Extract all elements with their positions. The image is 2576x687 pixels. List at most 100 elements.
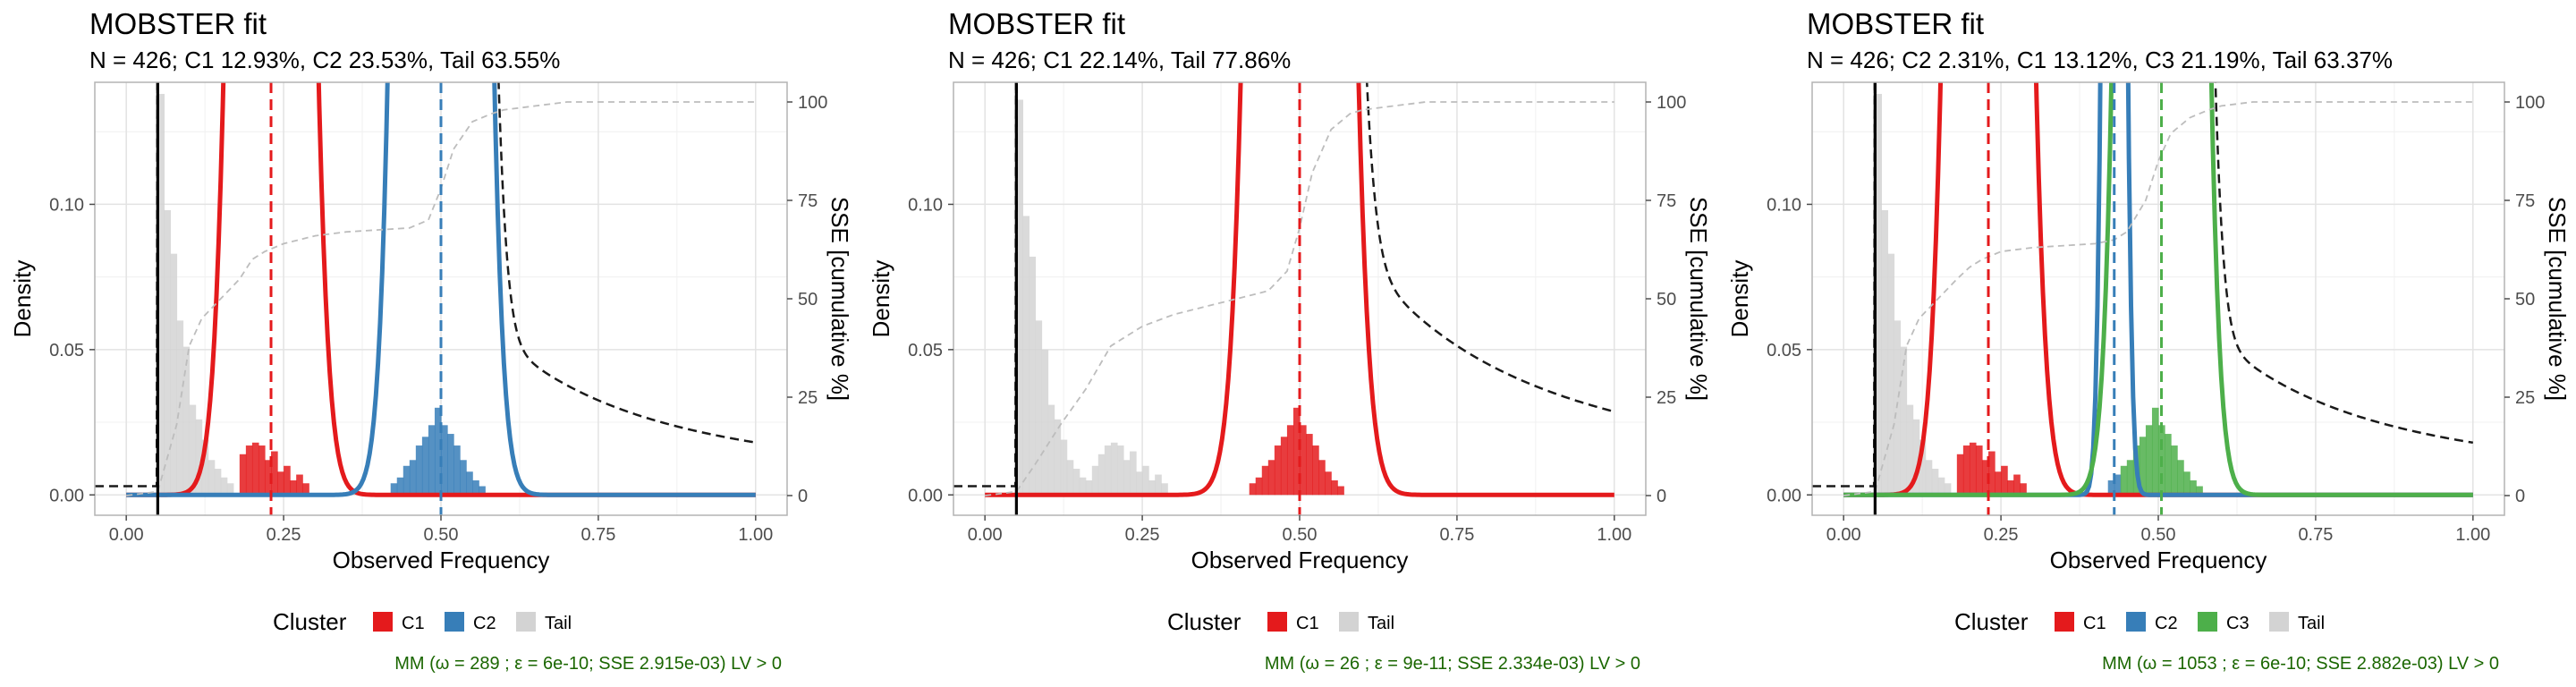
chart-svg-3: MOBSTER fit N = 426; C2 2.31%, C1 13.12%,… [1726,7,2571,674]
y2-tick-label: 25 [798,388,818,408]
y2-tick-label: 100 [798,93,827,113]
histogram-bar-c3 [2145,425,2153,496]
histogram-bar-tail [189,404,197,496]
x-tick-label: 0.75 [580,525,615,545]
histogram-bar-tail [220,477,228,496]
sse-cumulative-curve [126,101,756,496]
legend-label-c1: C1 [2083,614,2106,633]
y-axis-title: Density [9,260,36,338]
x-tick-label: 0.75 [1439,525,1474,545]
histogram-bar-c1 [1312,445,1319,496]
histogram-bar-tail [1104,445,1112,496]
histogram-bar-tail [1130,451,1137,496]
histogram-bar-c1 [239,454,247,496]
chart-subtitle: N = 426; C1 12.93%, C2 23.53%, Tail 63.5… [89,47,560,73]
histogram-bar-tail [208,460,216,496]
histogram-bar-tail [214,469,222,496]
sse-cumulative-curve [1843,101,2473,496]
x-tick-label: 1.00 [1597,525,1631,545]
histogram-bar-tail [1919,439,1927,496]
chart-panel-2: MOBSTER fit N = 426; C1 22.14%, Tail 77.8… [859,0,1717,687]
x-tick-label: 0.00 [1826,525,1861,545]
histogram-bar-c1 [277,471,284,496]
histogram-bar-c1 [245,445,253,496]
histogram-bar-tail [1035,320,1043,496]
histogram-bar-c1 [1274,445,1282,496]
histogram-bar-tail [1142,465,1149,496]
y2-tick-label: 75 [2515,191,2535,211]
histogram-bar-tail [195,419,203,496]
histogram-bar-tail [201,439,209,496]
histogram-bar-c1 [2007,480,2014,496]
x-axis-title: Observed Frequency [333,547,550,573]
chart-svg-1: MOBSTER fit N = 426; C1 12.93%, C2 23.53%… [9,7,853,674]
y2-tick-label: 50 [2515,290,2535,310]
histogram-bar-c1 [1286,425,1294,496]
histogram-bar-c1 [2020,483,2027,496]
histogram-bar-tail [1925,460,1933,496]
histogram-bar-c2 [447,434,454,496]
y2-axis-title: SSE [cumulative %] [2544,197,2571,401]
plot-area [95,82,787,515]
histogram-bar-c1 [1956,454,1964,496]
y-axis-title: Density [868,260,894,338]
legend-swatch-tail [2269,612,2289,632]
legend-label-tail: Tail [545,614,572,633]
y-tick-label: 0.05 [1767,341,1801,360]
histogram-bar-c2 [396,477,404,496]
histogram-bar-c1 [290,480,297,496]
histogram-bar-c3 [2120,465,2128,496]
fit-caption: MM (ω = 1053 ; ε = 6e-10; SSE 2.882e-03)… [2102,654,2499,674]
chart-svg-2: MOBSTER fit N = 426; C1 22.14%, Tail 77.8… [868,7,1712,674]
histogram-bar-c1 [1249,483,1257,496]
histogram-bar-c2 [453,445,461,496]
legend-swatch-c2 [2126,612,2146,632]
y-tick-label: 0.05 [908,341,943,360]
y-tick-label: 0.10 [1767,195,1801,215]
chart-subtitle: N = 426; C1 22.14%, Tail 77.86% [948,47,1291,73]
histogram-bar-c1 [1300,425,1307,496]
y2-tick-label: 0 [2515,487,2525,506]
histogram-bar-c2 [390,483,398,496]
histogram-bar-c1 [1292,407,1301,496]
legend-label-c2: C2 [2155,614,2178,633]
mixture-density-curve [95,82,757,488]
histogram-bar-c2 [466,471,473,496]
y2-tick-label: 100 [1657,93,1686,113]
y-axis-title: Density [1726,260,1753,338]
histogram-bar-c2 [421,437,429,496]
histogram-bar-tail [1887,253,1895,496]
histogram-bar-c2 [434,407,442,496]
y-tick-label: 0.10 [908,195,943,215]
legend-swatch-c3 [2198,612,2217,632]
fit-caption: MM (ω = 26 ; ε = 9e-11; SSE 2.334e-03) L… [1265,654,1640,674]
histogram-bar-tail [1900,346,1908,496]
legend-label-tail: Tail [1368,614,1394,633]
plot-area [1812,82,2504,515]
y2-tick-label: 50 [798,290,818,310]
histogram-bar-tail [1079,477,1087,496]
histogram-bar-c2 [472,480,479,496]
histogram-bar-c1 [1981,460,1989,496]
y2-tick-label: 0 [1657,487,1666,506]
legend-swatch-c2 [445,612,464,632]
x-tick-label: 0.75 [2298,525,2333,545]
legend-label-c3: C3 [2226,614,2250,633]
x-tick-label: 0.25 [1984,525,2019,545]
chart-panel-1: MOBSTER fit N = 426; C1 12.93%, C2 23.53%… [0,0,859,687]
histogram-bar-c2 [428,425,436,496]
density-curve-c3 [1843,82,2473,497]
histogram-bar-tail [1097,454,1106,496]
histogram-bar-tail [1136,471,1143,496]
histogram-bar-tail [1072,469,1080,496]
histogram-bar-tail [1148,480,1156,496]
chart-panel-3: MOBSTER fit N = 426; C2 2.31%, C1 13.12%,… [1717,0,2576,687]
legend-title: Cluster [1167,608,1241,635]
histogram-bar-c1 [296,474,303,496]
histogram-bar-tail [1116,445,1124,496]
fit-caption: MM (ω = 289 ; ε = 6e-10; SSE 2.915e-03) … [394,654,782,674]
histogram-bar-tail [164,209,172,496]
histogram-bar-tail [1022,216,1030,496]
histogram-bar-tail [1937,477,1945,496]
histogram-bar-c1 [1318,460,1326,496]
